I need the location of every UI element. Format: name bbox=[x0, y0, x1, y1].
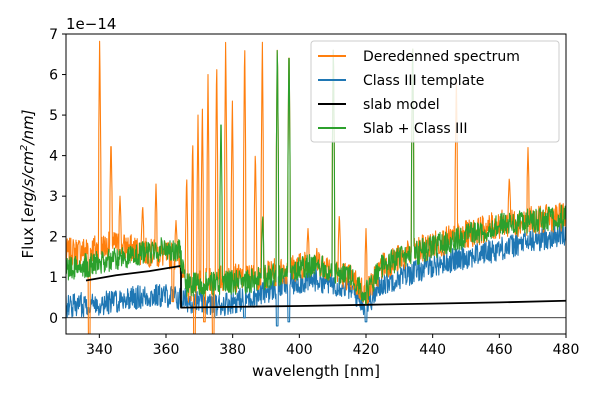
y-tick-label: 0 bbox=[49, 311, 58, 327]
legend-label: Class III template bbox=[363, 73, 484, 89]
y-axis-label-prefix: Flux [ bbox=[19, 217, 37, 259]
y-tick-label: 4 bbox=[49, 149, 58, 165]
legend-frame bbox=[310, 40, 560, 143]
y-axis-label: Flux [erg/s/cm2/nm] bbox=[19, 109, 37, 258]
legend-label: Slab + Class III bbox=[363, 121, 468, 137]
plot-frame bbox=[65, 33, 567, 335]
y-axis-ticks: 0 1 2 3 4 5 6 7 bbox=[49, 27, 66, 327]
y-tick-label: 6 bbox=[49, 68, 58, 84]
legend-label: Deredenned spectrum bbox=[363, 49, 520, 65]
x-tick-label: 460 bbox=[486, 342, 513, 358]
y-tick-label: 5 bbox=[49, 108, 58, 124]
y-axis-label-units: erg/s/cm bbox=[19, 151, 37, 217]
y-tick-label: 1 bbox=[49, 270, 58, 286]
y-offset-text: 1e−14 bbox=[66, 15, 116, 33]
x-tick-label: 440 bbox=[419, 342, 446, 358]
x-tick-label: 420 bbox=[353, 342, 380, 358]
x-tick-label: 360 bbox=[153, 342, 180, 358]
series-line-slab-class-iii bbox=[66, 48, 566, 305]
y-axis-label-suffix: /nm] bbox=[19, 109, 37, 146]
x-tick-label: 340 bbox=[86, 342, 113, 358]
y-axis-label-exponent: 2 bbox=[19, 145, 30, 151]
x-tick-label: 380 bbox=[219, 342, 246, 358]
x-axis-ticks: 340 360 380 400 420 440 460 480 bbox=[86, 334, 579, 358]
y-tick-label: 3 bbox=[49, 189, 58, 205]
series-layer bbox=[66, 40, 566, 334]
x-tick-label: 400 bbox=[286, 342, 313, 358]
x-axis-label: wavelength [nm] bbox=[252, 362, 380, 380]
y-tick-label: 7 bbox=[49, 27, 58, 43]
y-tick-label: 2 bbox=[49, 230, 58, 246]
series-line-slab-model bbox=[85, 264, 566, 309]
x-tick-label: 480 bbox=[553, 342, 580, 358]
legend: Deredenned spectrum Class III template sla… bbox=[310, 40, 560, 143]
legend-label: slab model bbox=[363, 97, 440, 113]
